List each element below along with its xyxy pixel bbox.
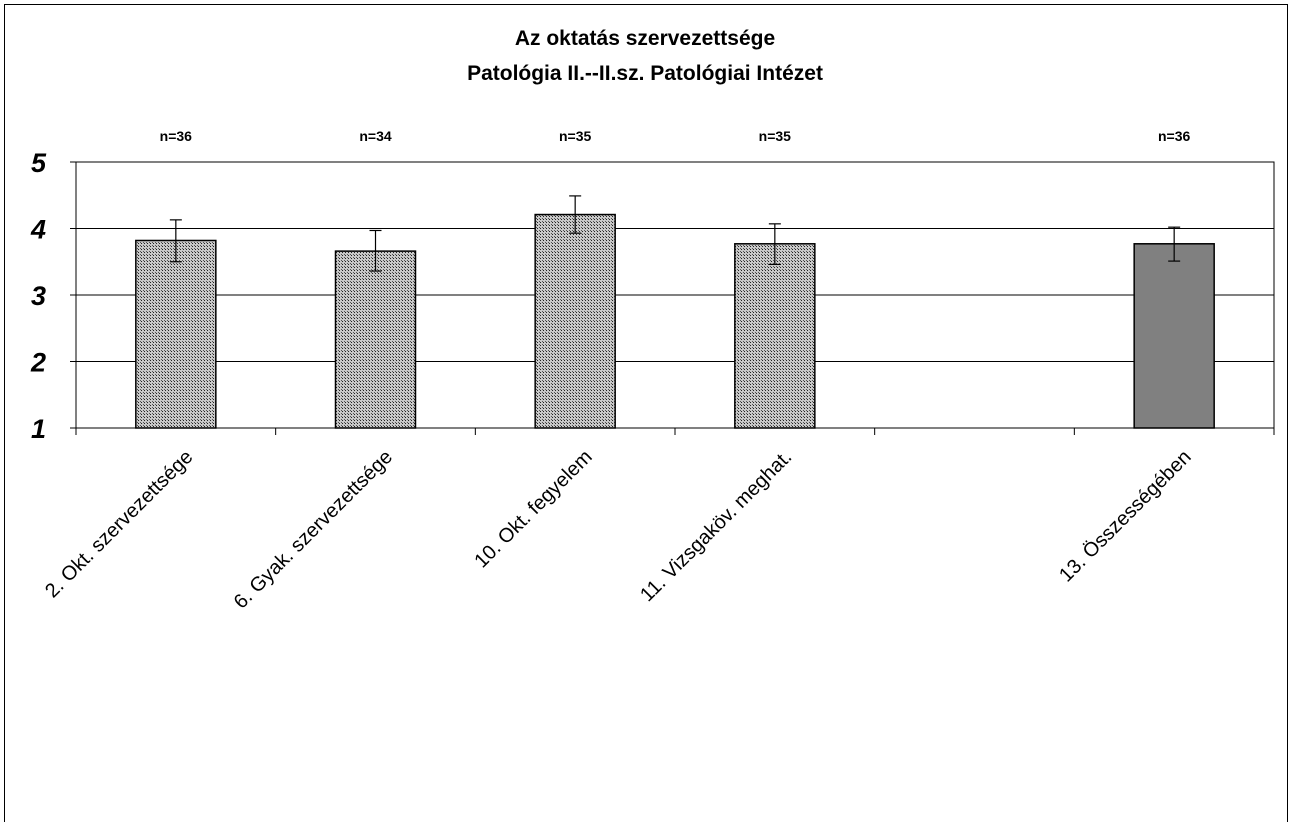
y-tick-label: 1 [31, 414, 46, 444]
y-tick-label: 3 [31, 281, 46, 311]
y-tick-label: 5 [31, 148, 47, 178]
y-tick-label: 4 [30, 215, 46, 245]
sample-size-label: n=36 [160, 128, 193, 144]
bar [734, 243, 816, 429]
y-tick-label: 2 [30, 348, 46, 378]
x-tick-label: 10. Okt. fegyelem [470, 446, 596, 572]
chart-title: Az oktatás szervezettsége [515, 27, 775, 50]
sample-size-label: n=36 [1158, 128, 1191, 144]
sample-size-label: n=35 [759, 128, 792, 144]
axes [70, 161, 1275, 435]
bar [135, 239, 217, 429]
x-tick-label: 13. Összességében [1055, 446, 1196, 587]
x-tick-label: 6. Gyak. szervezettsége [230, 446, 397, 613]
chart-frame [4, 4, 1288, 822]
x-tick-label: 2. Okt. szervezettsége [41, 446, 197, 602]
x-tick-label: 11. Vizsgaköv. meghat. [636, 446, 796, 606]
sample-size-label: n=34 [359, 128, 392, 144]
bar [1133, 243, 1215, 429]
bars [135, 195, 1215, 429]
bar [534, 213, 616, 429]
grid-lines [76, 228, 1274, 362]
sample-size-label: n=35 [559, 128, 592, 144]
chart-subtitle: Patológia II.--II.sz. Patológiai Intézet [467, 62, 823, 85]
bar [334, 250, 417, 429]
